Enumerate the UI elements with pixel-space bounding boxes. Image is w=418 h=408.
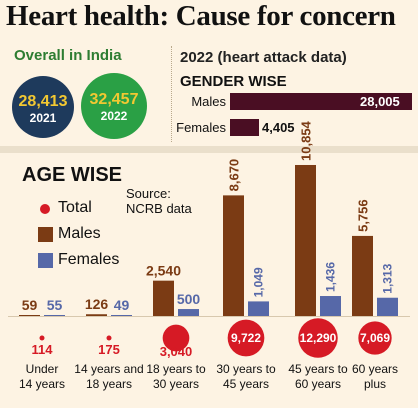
category-label-line: 45 years to	[288, 362, 348, 376]
legend-males-marker	[38, 227, 53, 242]
female-value-label: 1,436	[324, 262, 338, 292]
gender-value-males: 28,005	[360, 94, 400, 109]
male-bar	[19, 315, 40, 316]
gender-label-males: Males	[191, 94, 226, 109]
category-label-line: 45 years	[222, 377, 270, 391]
overall-2022-value: 32,457	[89, 91, 139, 108]
section-divider	[0, 146, 418, 153]
legend-females-marker	[38, 253, 53, 268]
overall-2021-circle: 28,413 2021	[12, 76, 74, 138]
category-label-line: 14 years	[18, 377, 66, 391]
male-bar	[153, 280, 174, 316]
gender-bar-males	[230, 93, 412, 110]
gender-label-females: Females	[176, 120, 226, 135]
legend-total-marker	[40, 204, 50, 214]
vertical-divider	[171, 46, 172, 142]
female-value-label: 55	[47, 297, 63, 313]
page-title: Heart health: Cause for concern	[6, 0, 396, 32]
source-value: NCRB data	[126, 201, 192, 216]
category-label: 18 years to 30 years	[136, 362, 216, 392]
source-note: Source: NCRB data	[126, 186, 192, 216]
female-value-label: 1,049	[252, 267, 266, 297]
total-value-label: 9,722	[231, 331, 261, 345]
female-bar	[377, 297, 398, 316]
female-value-label: 1,313	[381, 263, 395, 293]
category-label-line: 60 years	[294, 377, 342, 391]
female-value-label: 500	[177, 291, 201, 307]
male-value-label: 2,540	[146, 263, 181, 279]
gender-heading: 2022 (heart attack data)	[180, 49, 347, 66]
legend-females-label: Females	[58, 251, 120, 268]
female-bar	[111, 315, 132, 316]
female-bar	[44, 315, 65, 316]
total-value-label: 114	[32, 342, 54, 357]
male-bar	[295, 164, 316, 316]
male-bar	[352, 235, 373, 316]
total-circle	[106, 335, 112, 341]
female-bar	[178, 309, 199, 316]
overall-2022-year: 2022	[100, 109, 128, 123]
category-label-line: plus	[363, 377, 386, 391]
male-value-label: 59	[22, 297, 38, 313]
overall-heading: Overall in India	[14, 47, 122, 64]
female-bar	[320, 296, 341, 316]
category-label-line: 14 years and	[74, 362, 144, 376]
male-value-label: 126	[85, 296, 109, 312]
total-value-label: 175	[98, 342, 120, 357]
male-bar	[86, 314, 107, 316]
overall-2021-value: 28,413	[18, 93, 68, 110]
total-value-label: 7,069	[360, 331, 390, 345]
category-label: 60 years plus	[335, 362, 415, 392]
age-heading: AGE WISE	[22, 164, 123, 186]
source-label: Source:	[126, 186, 171, 201]
legend-total-label: Total	[58, 199, 92, 216]
gender-value-females: 4,405	[262, 120, 295, 135]
category-label: 45 years to 60 years	[278, 362, 358, 392]
total-circle	[227, 319, 265, 357]
female-value-label: 49	[114, 297, 130, 313]
total-circle	[358, 321, 392, 355]
category-label: Under 14 years	[2, 362, 82, 392]
category-label-line: 18 years to	[146, 362, 206, 376]
overall-2022-circle: 32,457 2022	[81, 73, 147, 139]
male-value-label: 5,756	[356, 199, 371, 232]
category-label-line: Under	[25, 362, 59, 376]
gender-bar-females	[230, 119, 259, 136]
male-value-label: 10,854	[299, 120, 314, 161]
category-label-line: 18 years	[85, 377, 133, 391]
total-value-label: 12,290	[300, 331, 337, 345]
category-label-line: 60 years	[351, 362, 399, 376]
male-value-label: 8,670	[227, 159, 242, 192]
overall-2021-year: 2021	[29, 111, 57, 125]
male-bar	[223, 195, 244, 316]
female-bar	[248, 301, 269, 316]
category-label: 30 years to 45 years	[206, 362, 286, 392]
category-label-line: 30 years	[152, 377, 200, 391]
gender-subheading: GENDER WISE	[180, 73, 287, 90]
total-circle	[298, 318, 338, 358]
total-circle	[39, 335, 45, 341]
category-label: 14 years and 18 years	[69, 362, 149, 392]
category-label-line: 30 years to	[216, 362, 276, 376]
legend-males-label: Males	[58, 225, 101, 242]
total-circle	[162, 324, 190, 352]
total-value-label: 3,040	[160, 344, 193, 359]
